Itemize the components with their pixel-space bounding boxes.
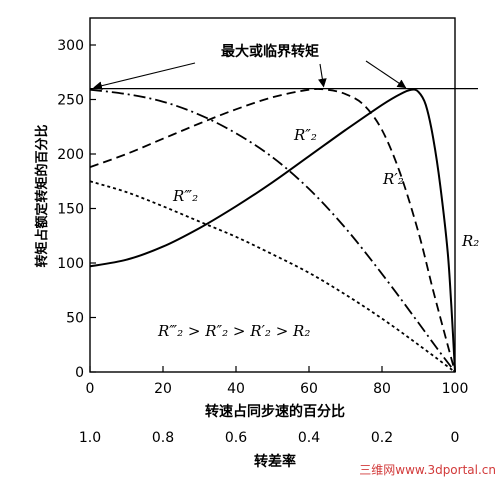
series-label-1: R₂	[461, 232, 479, 250]
x-tick-label: 60	[300, 381, 318, 397]
y-tick-label: 300	[57, 38, 84, 54]
series-label-3: R″₂	[293, 126, 317, 144]
y-tick-label: 200	[57, 147, 84, 163]
curves	[89, 88, 456, 373]
x2-tick-label: 0.4	[298, 430, 320, 446]
plot-frame	[89, 17, 456, 373]
y-tick-label: 50	[66, 311, 84, 327]
series-line-2	[89, 88, 456, 373]
x-tick-label: 20	[154, 381, 172, 397]
x-tick-label: 0	[86, 381, 95, 397]
x2-tick-label: 1.0	[79, 430, 101, 446]
series-line-3	[89, 88, 456, 373]
x-tick-label: 40	[227, 381, 245, 397]
x2-tick-label: 0.6	[225, 430, 247, 446]
annotation-title: 最大或临界转矩	[221, 43, 319, 60]
x-tick-label: 80	[373, 381, 391, 397]
x-axis-title: 转速占同步速的百分比	[205, 403, 345, 420]
x2-tick-label: 0.2	[371, 430, 393, 446]
y-tick-label: 100	[57, 256, 84, 272]
x-tick-label: 100	[442, 381, 469, 397]
y-tick-label: 150	[57, 202, 84, 218]
watermark: 三维网www.3dportal.cn	[359, 463, 496, 477]
annotation-arrow-left	[93, 62, 196, 91]
annotation-arrow-right	[365, 60, 407, 89]
series-label-2: R′₂	[382, 170, 404, 188]
y-tick-label: 250	[57, 93, 84, 109]
x2-tick-label: 0	[451, 430, 460, 446]
y-axis-title: 转矩占额定转矩的百分比	[34, 124, 50, 267]
labels: 最大或临界转矩 R₂ R′₂ R″₂ R‴₂ R‴₂ > R″₂ > R′₂ > R₂ 三维…	[93, 43, 496, 477]
annotation-arrow-mid	[318, 63, 327, 88]
inequality-label: R‴₂ > R″₂ > R′₂ > R₂	[157, 322, 310, 340]
x2-axis-title: 转差率	[254, 453, 296, 470]
series-line-1	[89, 88, 456, 373]
series-line-4	[89, 180, 456, 373]
y-tick-label: 0	[75, 365, 84, 381]
x2-tick-label: 0.8	[152, 430, 174, 446]
axes: 0 50 100 150 200 250 300 0 20 40 60 80 100 1.0 0.8 0.6 0…	[34, 17, 478, 470]
series-label-4: R‴₂	[172, 187, 198, 205]
